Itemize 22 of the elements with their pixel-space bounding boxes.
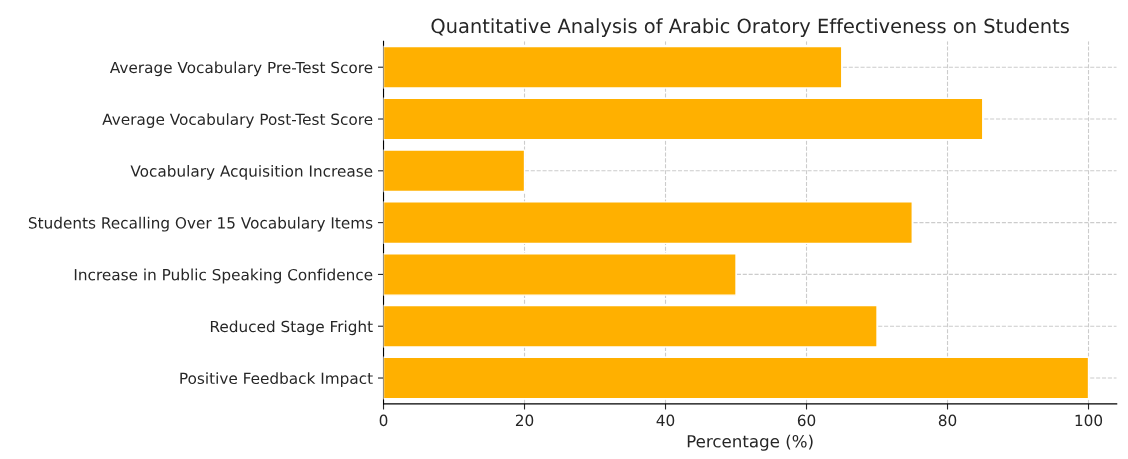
y-tick-label: Average Vocabulary Pre-Test Score (109, 61, 373, 77)
chart-title: Quantitative Analysis of Arabic Oratory Effectiveness on Students (431, 18, 1069, 38)
bar (383, 253, 737, 296)
x-tick-label: 40 (656, 414, 675, 427)
x-tick-label: 20 (515, 414, 534, 427)
bar (383, 149, 526, 193)
y-tick-label: Students Recalling Over 15 Vocabulary Items (28, 216, 373, 232)
y-tick-label: Average Vocabulary Post-Test Score (102, 113, 373, 128)
y-tick-label: Increase in Public Speaking Confidence (74, 268, 373, 284)
x-tick-label: 100 (1075, 414, 1103, 427)
bar (383, 356, 1090, 400)
bar (383, 201, 913, 245)
y-tick-label: Vocabulary Acquisition Increase (130, 165, 373, 180)
bar (383, 45, 843, 89)
bar (383, 97, 984, 141)
y-tick-label: Positive Feedback Impact (180, 372, 373, 387)
x-axis-title: Percentage (%) (687, 434, 813, 451)
x-tick-label: 0 (379, 414, 388, 427)
x-tick-label: 60 (797, 414, 816, 427)
bar (383, 304, 878, 348)
x-tick-label: 80 (938, 414, 957, 427)
y-tick-label: Reduced Stage Fright (210, 320, 373, 336)
